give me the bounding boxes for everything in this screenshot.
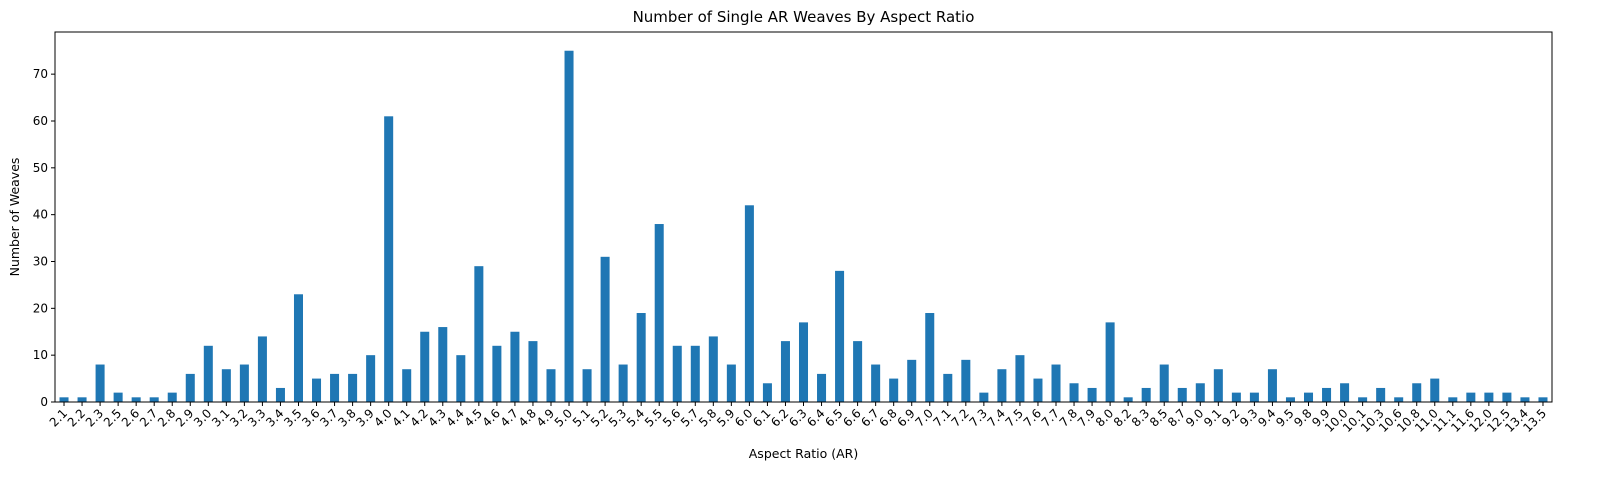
bar-8.7	[1177, 387, 1187, 402]
y-tick-label: 70	[33, 67, 48, 81]
x-axis-ticks: 2.12.22.32.52.62.72.82.93.03.13.23.33.43…	[47, 402, 1549, 435]
bar-3.4	[275, 387, 285, 402]
bar-6.8	[889, 378, 899, 402]
bar-3.6	[312, 378, 322, 402]
bar-3.2	[239, 364, 249, 402]
bar-3.8	[348, 373, 358, 402]
bar-4.0	[384, 116, 394, 402]
bar-2.2	[77, 397, 87, 402]
bar-5.3	[618, 364, 628, 402]
bar-6.6	[853, 341, 863, 402]
bar-4.3	[438, 327, 448, 402]
bar-7.1	[943, 373, 953, 402]
bar-11.0	[1430, 378, 1440, 402]
bar-12.5	[1502, 392, 1512, 402]
bar-2.9	[185, 373, 195, 402]
bar-10.0	[1340, 383, 1350, 402]
bar-7.8	[1069, 383, 1079, 402]
y-tick-label: 0	[40, 395, 48, 409]
bar-5.9	[726, 364, 736, 402]
bar-4.1	[402, 369, 412, 402]
bar-6.7	[871, 364, 881, 402]
bar-6.5	[835, 270, 845, 402]
bar-9.8	[1304, 392, 1314, 402]
bar-10.6	[1394, 397, 1404, 402]
bar-10.1	[1358, 397, 1368, 402]
y-axis-ticks: 0 10 20 30 40 50 60 70	[33, 67, 55, 409]
y-tick-label: 20	[33, 301, 48, 315]
bar-6.9	[907, 359, 917, 402]
bars-group	[59, 50, 1548, 402]
bar-3.1	[221, 369, 231, 402]
bar-2.3	[95, 364, 105, 402]
bar-8.0	[1105, 322, 1115, 402]
bar-13.5	[1538, 397, 1548, 402]
bar-2.1	[59, 397, 69, 402]
bar-7.9	[1087, 387, 1097, 402]
plot-frame	[54, 31, 1553, 403]
bar-3.9	[366, 355, 376, 402]
bar-7.6	[1033, 378, 1043, 402]
bar-3.0	[203, 345, 213, 402]
bar-12.0	[1484, 392, 1494, 402]
y-tick-label: 60	[33, 114, 48, 128]
x-axis-label: Aspect Ratio (AR)	[749, 446, 859, 461]
bar-6.4	[817, 373, 827, 402]
bar-5.1	[582, 369, 592, 402]
bar-8.2	[1123, 397, 1133, 402]
bar-5.5	[654, 224, 664, 402]
bar-4.6	[492, 345, 502, 402]
bar-6.2	[780, 341, 790, 402]
bar-2.8	[167, 392, 177, 402]
bar-4.7	[510, 331, 520, 402]
bar-9.4	[1267, 369, 1277, 402]
bar-11.1	[1448, 397, 1458, 402]
bar-6.0	[744, 205, 754, 402]
bar-2.6	[131, 397, 141, 402]
bar-5.4	[636, 313, 646, 402]
bar-4.5	[474, 266, 484, 402]
bar-2.5	[113, 392, 123, 402]
bar-9.9	[1322, 387, 1332, 402]
bar-13.4	[1520, 397, 1530, 402]
bar-9.3	[1249, 392, 1259, 402]
bar-7.5	[1015, 355, 1025, 402]
bar-4.8	[528, 341, 538, 402]
bar-5.8	[708, 336, 718, 402]
bar-5.6	[672, 345, 682, 402]
y-tick-label: 40	[33, 208, 48, 222]
bar-7.2	[961, 359, 971, 402]
bar-10.3	[1376, 387, 1386, 402]
bar-6.1	[762, 383, 772, 402]
bar-5.7	[690, 345, 700, 402]
y-tick-label: 10	[33, 348, 48, 362]
bar-5.2	[600, 256, 610, 402]
bar-11.6	[1466, 392, 1476, 402]
bar-3.5	[293, 294, 303, 402]
y-axis-label: Number of Weaves	[7, 158, 22, 277]
bar-9.1	[1213, 369, 1223, 402]
bar-7.4	[997, 369, 1007, 402]
bar-2.7	[149, 397, 159, 402]
bar-5.0	[564, 50, 574, 402]
y-tick-label: 30	[33, 254, 48, 268]
bar-9.5	[1285, 397, 1295, 402]
bar-7.3	[979, 392, 989, 402]
bar-9.2	[1231, 392, 1241, 402]
bar-10.8	[1412, 383, 1422, 402]
y-tick-label: 50	[33, 161, 48, 175]
bar-8.5	[1159, 364, 1169, 402]
bar-7.0	[925, 313, 935, 402]
bar-9.0	[1195, 383, 1205, 402]
bar-4.4	[456, 355, 466, 402]
bar-8.3	[1141, 387, 1151, 402]
bar-4.9	[546, 369, 556, 402]
bar-3.3	[257, 336, 267, 402]
bar-6.3	[798, 322, 809, 402]
bar-7.7	[1051, 364, 1061, 402]
bar-3.7	[330, 373, 340, 402]
chart-title: Number of Single AR Weaves By Aspect Rat…	[633, 8, 975, 26]
bar-4.2	[420, 331, 430, 402]
